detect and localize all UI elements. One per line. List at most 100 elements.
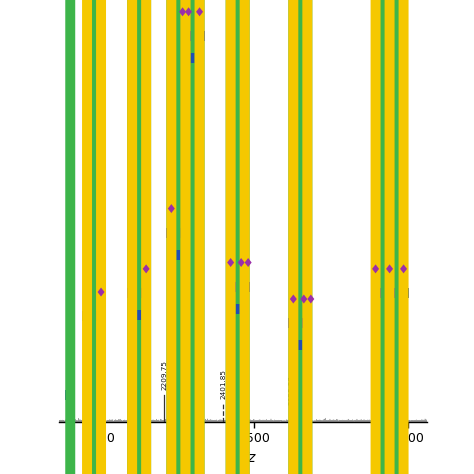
Polygon shape bbox=[290, 294, 297, 303]
Bar bbox=[181, 31, 191, 41]
Bar bbox=[384, 310, 394, 320]
Text: 2128.77: 2128.77 bbox=[136, 327, 142, 357]
Bar bbox=[134, 310, 144, 320]
Circle shape bbox=[384, 0, 394, 474]
Circle shape bbox=[180, 0, 191, 474]
Bar bbox=[226, 282, 236, 292]
Circle shape bbox=[295, 0, 305, 474]
Bar bbox=[194, 31, 205, 41]
Text: 2401.85: 2401.85 bbox=[220, 369, 227, 399]
X-axis label: m/z: m/z bbox=[230, 451, 255, 465]
Bar bbox=[188, 53, 198, 63]
Polygon shape bbox=[227, 258, 234, 267]
Circle shape bbox=[89, 0, 99, 474]
Bar bbox=[288, 318, 298, 328]
Bar bbox=[233, 326, 243, 336]
Bar bbox=[302, 318, 312, 328]
Circle shape bbox=[378, 0, 388, 474]
Text: 2255.79: 2255.79 bbox=[175, 266, 182, 297]
Bar bbox=[233, 303, 243, 313]
Circle shape bbox=[65, 0, 75, 474]
Polygon shape bbox=[168, 204, 175, 213]
Polygon shape bbox=[98, 288, 105, 297]
Polygon shape bbox=[400, 264, 407, 273]
Polygon shape bbox=[182, 204, 189, 213]
Text: 2620.93: 2620.93 bbox=[288, 375, 294, 405]
Bar bbox=[65, 390, 75, 400]
Circle shape bbox=[226, 0, 236, 474]
Text: 2209.75: 2209.75 bbox=[161, 360, 167, 390]
Circle shape bbox=[127, 0, 137, 474]
Circle shape bbox=[188, 0, 198, 474]
Circle shape bbox=[302, 0, 312, 474]
Circle shape bbox=[302, 0, 312, 474]
Bar bbox=[96, 311, 106, 321]
Text: 2940.05: 2940.05 bbox=[387, 327, 392, 357]
Bar bbox=[188, 75, 198, 85]
Polygon shape bbox=[143, 264, 150, 273]
Circle shape bbox=[392, 0, 401, 474]
Circle shape bbox=[371, 0, 381, 474]
Polygon shape bbox=[372, 264, 379, 273]
Polygon shape bbox=[179, 7, 186, 16]
Polygon shape bbox=[307, 294, 314, 303]
Polygon shape bbox=[301, 294, 307, 303]
Polygon shape bbox=[237, 258, 245, 267]
Bar bbox=[240, 282, 250, 292]
Circle shape bbox=[226, 0, 236, 474]
Bar bbox=[173, 283, 183, 293]
Circle shape bbox=[240, 0, 250, 474]
Circle shape bbox=[166, 0, 176, 474]
Circle shape bbox=[96, 0, 106, 474]
Circle shape bbox=[181, 0, 191, 474]
Bar bbox=[134, 344, 144, 354]
Bar bbox=[233, 337, 243, 347]
Circle shape bbox=[180, 0, 191, 474]
Text: 2986.09: 2986.09 bbox=[401, 363, 407, 393]
Circle shape bbox=[233, 0, 243, 474]
Bar bbox=[180, 228, 191, 237]
Bar bbox=[188, 87, 198, 97]
Bar bbox=[295, 340, 305, 350]
Text: 2894.01: 2894.01 bbox=[373, 366, 378, 396]
Bar bbox=[127, 288, 137, 298]
Polygon shape bbox=[196, 7, 203, 16]
Text: 1905.63: 1905.63 bbox=[67, 373, 73, 403]
Circle shape bbox=[141, 0, 151, 474]
Text: 2650.97: 2650.97 bbox=[297, 357, 303, 387]
Bar bbox=[295, 374, 305, 384]
Circle shape bbox=[194, 0, 205, 474]
Bar bbox=[384, 288, 394, 298]
Bar bbox=[384, 332, 394, 342]
Circle shape bbox=[166, 0, 176, 474]
Bar bbox=[166, 228, 176, 237]
Circle shape bbox=[288, 0, 298, 474]
Text: 2447.89: 2447.89 bbox=[235, 320, 241, 350]
Polygon shape bbox=[386, 264, 393, 273]
Circle shape bbox=[82, 0, 92, 474]
Circle shape bbox=[173, 0, 183, 474]
Circle shape bbox=[141, 0, 151, 474]
Bar bbox=[82, 311, 92, 321]
Circle shape bbox=[240, 0, 250, 474]
Bar bbox=[384, 344, 394, 354]
Bar bbox=[89, 335, 99, 345]
Text: 1982.71: 1982.71 bbox=[91, 330, 97, 360]
Bar bbox=[371, 288, 381, 298]
Bar bbox=[399, 288, 409, 298]
Bar bbox=[173, 272, 183, 282]
Circle shape bbox=[134, 0, 144, 474]
Bar bbox=[173, 250, 183, 260]
Circle shape bbox=[127, 0, 137, 474]
Bar bbox=[134, 332, 144, 342]
Polygon shape bbox=[245, 258, 252, 267]
Bar bbox=[295, 362, 305, 372]
Text: 2301.84: 2301.84 bbox=[190, 70, 196, 100]
Polygon shape bbox=[185, 7, 192, 16]
Circle shape bbox=[181, 0, 191, 474]
Bar bbox=[141, 288, 151, 298]
Circle shape bbox=[194, 0, 205, 474]
Bar bbox=[89, 347, 99, 357]
Circle shape bbox=[384, 0, 394, 474]
Circle shape bbox=[399, 0, 409, 474]
